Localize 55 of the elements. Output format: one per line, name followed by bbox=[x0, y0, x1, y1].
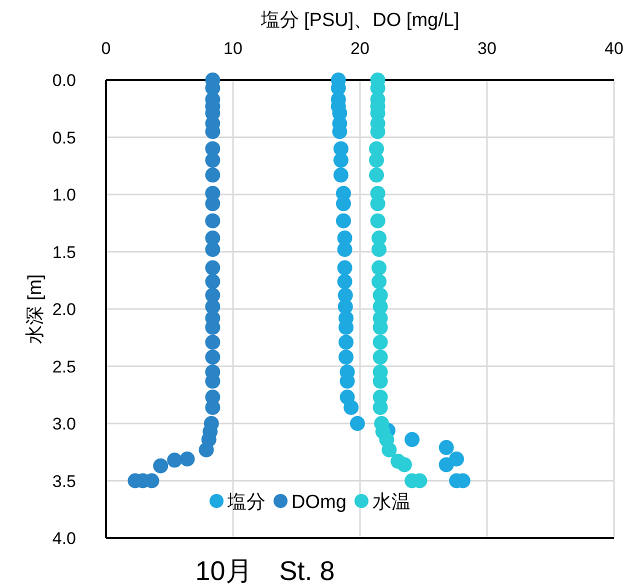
point bbox=[370, 213, 386, 228]
y-tick-label: 1.5 bbox=[52, 242, 76, 262]
point bbox=[369, 168, 384, 183]
point bbox=[205, 274, 220, 290]
point bbox=[336, 213, 351, 228]
point bbox=[205, 152, 220, 168]
point bbox=[372, 334, 388, 350]
point bbox=[205, 350, 220, 365]
point bbox=[372, 242, 387, 257]
point bbox=[372, 260, 387, 276]
y-tick-label: 3.0 bbox=[52, 414, 76, 434]
point bbox=[438, 440, 454, 456]
y-tick-label: 2.5 bbox=[52, 357, 76, 376]
point bbox=[337, 274, 352, 290]
x-tick-label: 20 bbox=[350, 39, 370, 58]
y-tick-label: 4.0 bbox=[52, 529, 76, 548]
point bbox=[372, 274, 387, 290]
point bbox=[205, 168, 220, 183]
point bbox=[198, 442, 214, 458]
point bbox=[404, 432, 420, 448]
point bbox=[372, 350, 388, 365]
legend-label: 水温 bbox=[372, 492, 410, 513]
point bbox=[205, 213, 220, 228]
y-axis-title: 水深 [m] bbox=[25, 274, 46, 344]
point bbox=[382, 442, 397, 458]
point bbox=[337, 242, 352, 257]
point bbox=[369, 152, 384, 168]
point bbox=[205, 242, 220, 257]
point bbox=[167, 452, 182, 468]
y-tick-label: 2.0 bbox=[52, 300, 76, 319]
point bbox=[396, 457, 412, 472]
legend-label: DOmg bbox=[292, 492, 346, 513]
y-tick-label: 0.5 bbox=[52, 128, 76, 148]
y-tick-label: 3.5 bbox=[52, 472, 76, 491]
point bbox=[438, 457, 454, 472]
legend-label: 塩分 bbox=[226, 492, 266, 513]
x-axis-title: 塩分 [PSU]、DO [mg/L] bbox=[260, 10, 460, 31]
y-tick-label: 1.0 bbox=[52, 186, 76, 204]
point bbox=[180, 451, 195, 466]
point bbox=[338, 350, 354, 365]
point bbox=[205, 334, 220, 350]
x-tick-label: 10 bbox=[224, 39, 242, 58]
text: 10月 St. 8 bbox=[195, 556, 335, 586]
x-tick-label: 0 bbox=[101, 39, 111, 58]
point bbox=[153, 458, 168, 474]
point bbox=[338, 334, 354, 350]
point bbox=[205, 260, 220, 276]
point bbox=[344, 400, 359, 415]
x-tick-label: 30 bbox=[478, 39, 496, 58]
point bbox=[333, 152, 348, 168]
x-tick-label: 40 bbox=[604, 39, 624, 58]
y-tick-label: 0.0 bbox=[52, 71, 76, 90]
point bbox=[350, 416, 365, 431]
point bbox=[337, 260, 352, 276]
point bbox=[333, 168, 348, 183]
